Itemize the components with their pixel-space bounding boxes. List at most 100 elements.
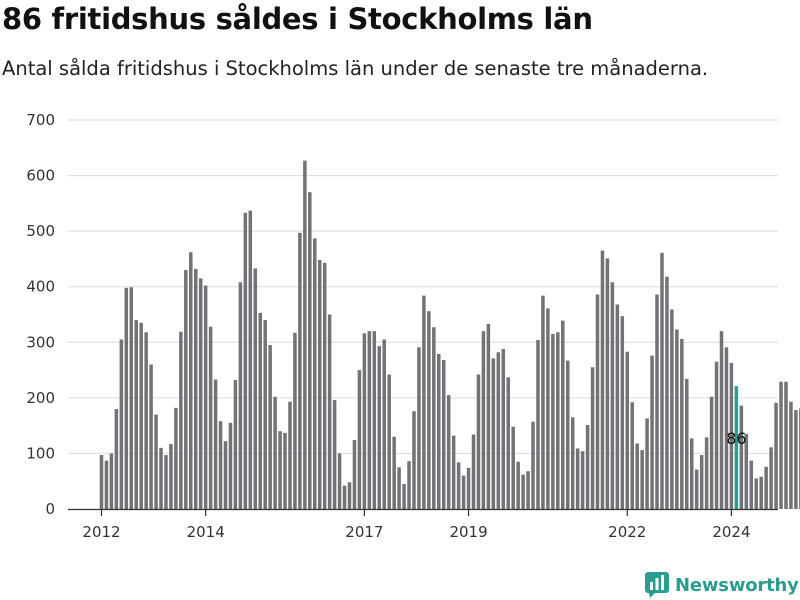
bar — [308, 192, 312, 510]
annotations: 86 — [726, 429, 746, 448]
bar — [694, 469, 699, 509]
bar — [660, 252, 664, 509]
bar — [248, 210, 253, 509]
bar — [159, 447, 163, 509]
x-tick-label: 2019 — [449, 523, 487, 541]
bars — [99, 160, 800, 510]
bar — [228, 422, 233, 509]
bar — [99, 455, 104, 509]
bar — [670, 309, 674, 509]
bar — [685, 378, 689, 509]
bar — [779, 381, 783, 509]
y-tick-label: 200 — [26, 389, 55, 407]
bar — [665, 276, 669, 509]
bar — [769, 447, 773, 509]
bar — [461, 475, 466, 509]
bar — [437, 353, 441, 509]
bar — [714, 361, 719, 509]
bar — [699, 455, 704, 509]
bar — [481, 331, 486, 509]
bar — [501, 348, 506, 509]
x-tick-label: 2022 — [608, 523, 646, 541]
bar — [283, 432, 287, 509]
bar — [486, 323, 491, 509]
bar — [273, 396, 277, 509]
bar — [164, 455, 168, 509]
bar — [407, 461, 411, 509]
y-tick-label: 700 — [26, 111, 55, 129]
bar — [337, 453, 342, 509]
bar — [689, 438, 694, 509]
bar — [189, 252, 193, 509]
bar — [759, 476, 763, 509]
bar — [451, 435, 456, 509]
bar — [526, 471, 530, 509]
bar — [149, 364, 153, 509]
bar — [625, 351, 630, 509]
x-tick-label: 2012 — [82, 523, 120, 541]
bar — [516, 461, 520, 509]
bar — [496, 352, 501, 509]
bar — [293, 332, 297, 509]
bar — [744, 433, 749, 509]
bar — [680, 338, 684, 509]
y-axis-ticks: 0 100 200 300 400 500 600 700 — [26, 111, 55, 518]
bar — [630, 402, 634, 509]
bar — [193, 268, 198, 509]
bar — [288, 401, 292, 509]
bar — [595, 294, 600, 509]
bar — [129, 287, 134, 509]
bar — [313, 238, 317, 509]
bar — [521, 474, 525, 509]
bar — [417, 347, 421, 509]
bar — [585, 425, 590, 509]
bar — [536, 340, 540, 509]
bar-chart-logo-icon — [645, 572, 669, 598]
y-tick-label: 0 — [45, 500, 55, 518]
brand-name: Newsworthy — [675, 574, 799, 596]
bar — [347, 482, 352, 509]
x-axis: 2012 2014 2017 2019 2022 2024 — [68, 508, 778, 541]
bar — [327, 314, 332, 509]
chart-title: 86 fritidshus såldes i Stockholms län — [2, 2, 593, 36]
bar — [709, 396, 714, 509]
bar — [322, 262, 327, 509]
bar — [610, 282, 615, 509]
bar — [794, 410, 798, 509]
bar — [441, 360, 446, 509]
bar — [238, 282, 243, 509]
bar — [263, 320, 267, 509]
bar — [372, 331, 377, 509]
bar — [466, 467, 471, 509]
bar — [154, 414, 158, 509]
bar — [397, 467, 401, 509]
bar — [357, 370, 362, 509]
bar — [620, 316, 625, 509]
bar — [590, 367, 595, 509]
bar — [511, 426, 515, 509]
bar — [382, 339, 386, 509]
bar — [362, 333, 367, 509]
bar — [561, 320, 565, 509]
x-tick-label: 2017 — [345, 523, 383, 541]
bar — [179, 331, 183, 509]
bar — [675, 329, 679, 509]
bar — [551, 333, 555, 509]
bar — [605, 258, 610, 509]
bar — [218, 421, 223, 509]
bar — [174, 407, 178, 509]
bar — [268, 345, 272, 509]
bar — [506, 377, 510, 509]
bar — [258, 312, 262, 509]
newsworthy-logo: Newsworthy — [645, 570, 799, 600]
bar — [213, 379, 218, 509]
bar — [784, 381, 788, 509]
bar — [774, 402, 778, 509]
bar — [789, 401, 793, 509]
bar — [650, 355, 654, 509]
bar — [645, 418, 649, 509]
bar — [253, 268, 258, 509]
bar — [565, 360, 570, 509]
bar — [208, 326, 213, 509]
